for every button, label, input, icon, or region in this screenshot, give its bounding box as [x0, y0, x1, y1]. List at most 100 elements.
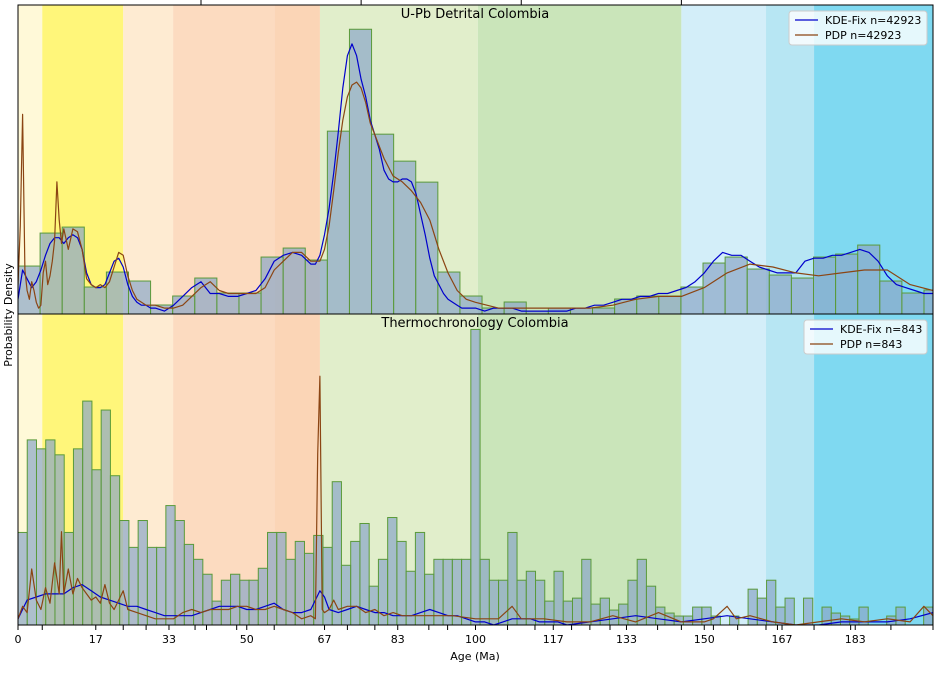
histogram-bar — [768, 274, 792, 314]
histogram-bar — [895, 606, 906, 625]
density-lines-top — [18, 43, 933, 312]
histogram-bar — [835, 253, 859, 314]
histogram-bar — [901, 292, 925, 314]
x-tick-label: 167 — [772, 633, 793, 646]
histogram-bar — [813, 256, 837, 314]
histogram-bar — [627, 579, 638, 625]
histogram-bar — [54, 454, 65, 625]
histogram-bar — [724, 256, 748, 314]
histogram-bar — [821, 606, 832, 625]
time-band — [814, 314, 933, 625]
histogram-bar — [35, 448, 47, 625]
histogram-bar — [784, 597, 795, 625]
histogram-bar — [146, 546, 158, 625]
x-tick-label: 67 — [318, 633, 332, 646]
top-legend: KDE-Fix n=42923 PDP n=42923 — [788, 10, 928, 46]
histogram-bar — [498, 579, 509, 625]
histogram-bar — [61, 226, 85, 314]
bottom-legend-pdp-label: PDP n=843 — [840, 338, 902, 351]
top-legend-box — [788, 10, 928, 46]
histogram-bar — [658, 295, 682, 314]
histogram-bar — [276, 531, 287, 625]
x-tick-label: 183 — [845, 633, 866, 646]
pdp-line — [18, 375, 933, 625]
histogram-bar — [239, 579, 250, 625]
histogram-bar — [230, 573, 241, 625]
histogram-bar — [387, 517, 398, 625]
histogram-bar — [581, 558, 592, 625]
histogram-bar — [470, 328, 481, 625]
histogram-bottom — [18, 328, 933, 625]
histogram-bar — [238, 292, 262, 314]
histogram-bar — [322, 546, 333, 625]
histogram-bar — [507, 531, 518, 625]
time-band — [766, 314, 815, 625]
histogram-bar — [165, 505, 176, 625]
histogram-bar — [331, 481, 342, 625]
histogram-bar — [18, 265, 41, 314]
histogram-bar — [202, 573, 213, 625]
bottom-legend: KDE-Fix n=843 PDP n=843 — [803, 319, 928, 355]
histogram-bar — [127, 280, 152, 314]
x-axis-label: Age (Ma) — [450, 650, 500, 663]
time-band — [766, 5, 815, 314]
density-lines-bottom — [18, 375, 933, 625]
histogram-bar — [461, 558, 472, 625]
histogram-bar — [680, 286, 704, 314]
histogram-bar — [636, 558, 647, 625]
histogram-bar — [479, 558, 490, 625]
histogram-bar — [459, 295, 483, 314]
histogram-bar — [857, 244, 881, 314]
y-axis-label: Probability Density — [2, 263, 15, 367]
bottom-panel-title: Thermochronology Colombia — [380, 316, 568, 331]
histogram-bar — [553, 570, 564, 625]
histogram-bar — [618, 603, 629, 625]
x-tick-label: 83 — [391, 633, 405, 646]
histogram-bar — [879, 280, 903, 314]
x-tick-label: 100 — [465, 633, 486, 646]
x-axis-ticks: 0 17 33 50 67 83 100 117 133 150 167 183 — [15, 0, 934, 646]
histogram-bar — [571, 597, 583, 625]
histogram-bar — [105, 271, 129, 314]
bottom-legend-kde-label: KDE-Fix n=843 — [840, 323, 922, 336]
histogram-bar — [248, 579, 259, 625]
histogram-bar — [83, 286, 107, 314]
histogram-bar — [285, 558, 296, 625]
histogram-bar — [174, 520, 185, 625]
x-tick-label: 17 — [89, 633, 103, 646]
x-tick-label: 0 — [15, 633, 22, 646]
pdp-line — [18, 81, 933, 309]
histogram-bar — [128, 546, 139, 625]
histogram-bar — [790, 277, 815, 314]
histogram-bar — [424, 573, 435, 625]
time-band — [681, 314, 767, 625]
histogram-bar — [371, 133, 395, 314]
histogram-bar — [592, 307, 616, 314]
top-legend-pdp-label: PDP n=42923 — [825, 29, 901, 42]
histogram-bar — [72, 448, 84, 625]
kde-line — [18, 43, 933, 312]
histogram-bar — [655, 606, 666, 625]
histogram-bar — [405, 570, 416, 625]
time-band — [123, 5, 174, 314]
x-tick-label: 150 — [694, 633, 715, 646]
time-band — [173, 5, 275, 314]
time-bands-top — [18, 5, 933, 314]
histogram-bar — [340, 564, 352, 625]
x-tick-label: 33 — [162, 633, 176, 646]
histogram-bar — [396, 540, 407, 625]
histogram-bar — [839, 615, 851, 625]
histogram-bar — [803, 597, 814, 625]
histogram-bar — [766, 579, 777, 625]
histogram-bar — [183, 543, 195, 625]
histogram-bar — [525, 570, 537, 625]
histogram-bar — [211, 600, 222, 625]
histogram-bar — [415, 181, 439, 314]
histogram-bar — [359, 522, 370, 625]
histogram-bar — [267, 531, 278, 625]
histogram-bar — [368, 585, 379, 625]
histogram-bar — [150, 304, 174, 314]
x-tick-label: 117 — [543, 633, 564, 646]
bottom-legend-box — [803, 319, 928, 355]
